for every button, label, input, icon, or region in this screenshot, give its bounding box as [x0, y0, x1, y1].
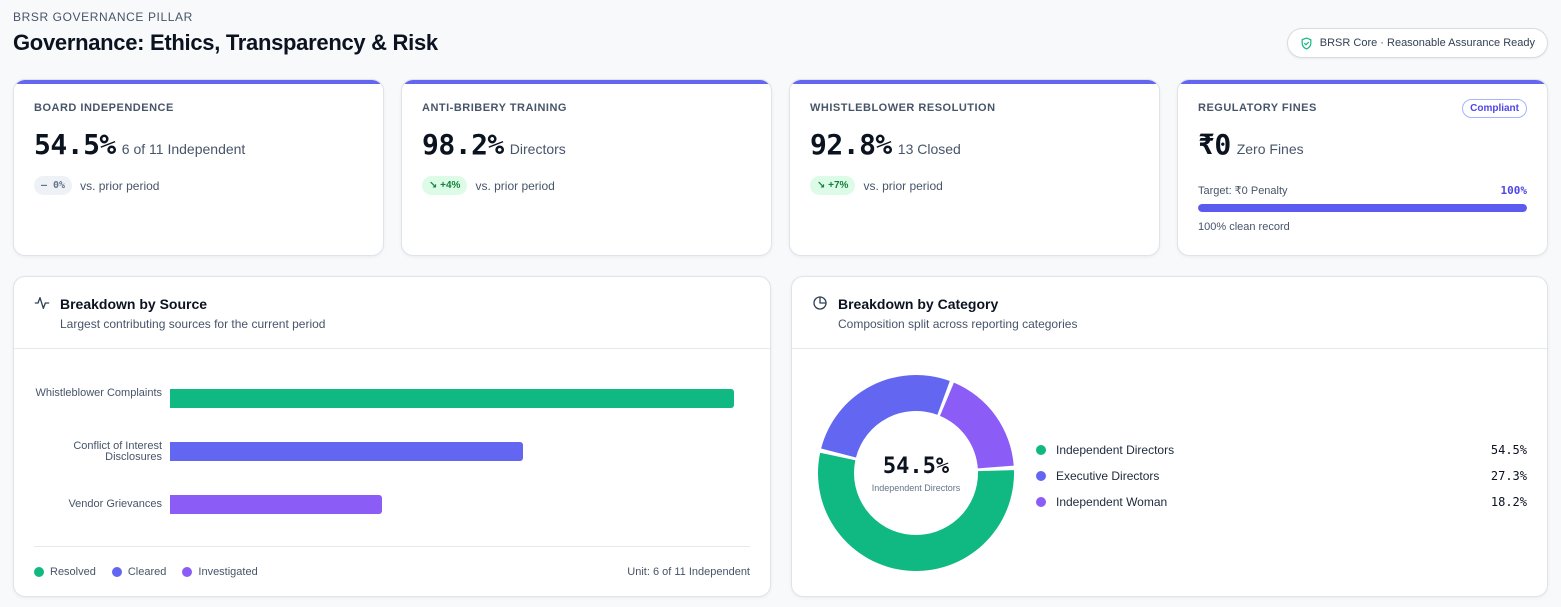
progress-bar: [1198, 204, 1527, 212]
category-value: 27.3%: [1490, 469, 1527, 483]
category-name: Executive Directors: [1056, 469, 1160, 483]
bar[interactable]: [170, 389, 734, 408]
kpi-subtext: Directors: [509, 141, 566, 157]
panel-subtitle: Largest contributing sources for the cur…: [60, 317, 326, 331]
category-legend-row[interactable]: Independent Directors 54.5%: [1036, 437, 1527, 463]
kpi-value: 92.8%: [810, 128, 892, 161]
kpi-label: BOARD INDEPENDENCE: [34, 102, 174, 114]
page-title: Governance: Ethics, Transparency & Risk: [13, 30, 438, 55]
shield-check-icon: [1301, 36, 1312, 50]
category-legend-row[interactable]: Executive Directors 27.3%: [1036, 463, 1527, 489]
category-legend-row[interactable]: Independent Woman 18.2%: [1036, 489, 1527, 515]
delta-caption: vs. prior period: [475, 178, 555, 193]
kpi-label: WHISTLEBLOWER RESOLUTION: [810, 102, 996, 114]
kpi-label: REGULATORY FINES: [1198, 102, 1317, 114]
delta-caption: vs. prior period: [863, 178, 943, 193]
kpi-subtext: Zero Fines: [1236, 141, 1304, 157]
panel-title: Breakdown by Source: [60, 296, 208, 312]
donut-center-value: 54.5%: [882, 453, 950, 479]
legend-dot: [1036, 497, 1046, 507]
kpi-card-board-independence[interactable]: BOARD INDEPENDENCE 54.5% 6 of 11 Indepen…: [13, 79, 384, 256]
panel-header: Breakdown by Category Composition split …: [792, 277, 1547, 349]
donut-slice[interactable]: [821, 375, 950, 458]
unit-label: Unit: 6 of 11 Independent: [627, 565, 750, 578]
category-donut-chart: 54.5% Independent Directors: [816, 373, 1016, 573]
donut-center: 54.5% Independent Directors: [816, 373, 1016, 573]
assurance-badge-label: BRSR Core · Reasonable Assurance Ready: [1319, 37, 1535, 49]
panel-header: Breakdown by Source Largest contributing…: [14, 277, 770, 349]
kpi-card-whistleblower-resolution[interactable]: WHISTLEBLOWER RESOLUTION 92.8% 13 Closed…: [789, 79, 1160, 256]
page-header: BRSR GOVERNANCE PILLAR Governance: Ethic…: [13, 10, 1548, 60]
compliant-badge: Compliant: [1462, 99, 1527, 118]
panel-title: Breakdown by Category: [838, 296, 999, 312]
legend-label: Investigated: [198, 565, 258, 578]
bar-label: Vendor Grievances: [68, 498, 162, 510]
delta-badge: ↘ +7%: [810, 176, 856, 195]
page-eyebrow: BRSR GOVERNANCE PILLAR: [13, 10, 193, 24]
donut-slice[interactable]: [939, 382, 1014, 469]
delta-caption: vs. prior period: [80, 178, 160, 193]
legend-item-resolved[interactable]: Resolved: [34, 566, 96, 578]
kpi-value: ₹0: [1198, 128, 1231, 161]
source-breakdown-panel: Breakdown by Source Largest contributing…: [13, 276, 771, 597]
delta-badge: — 0%: [34, 176, 73, 195]
delta-badge: ↘ +4%: [422, 176, 468, 195]
legend-label: Cleared: [127, 565, 167, 578]
category-value: 54.5%: [1490, 443, 1527, 457]
legend-dot: [34, 566, 44, 577]
donut-svg: [818, 375, 1014, 571]
legend-item-investigated[interactable]: Investigated: [182, 565, 258, 578]
progress-footnote: 100% clean record: [1198, 221, 1290, 233]
panel-subtitle: Composition split across reporting categ…: [838, 317, 1078, 331]
kpi-value: 98.2%: [422, 128, 504, 161]
pie-chart-icon: [813, 296, 827, 310]
kpi-subtext: 13 Closed: [897, 141, 961, 157]
chart-legend: Resolved Cleared Investigated Unit: 6 of…: [34, 546, 750, 596]
kpi-value: 54.5%: [34, 128, 116, 161]
activity-icon: [34, 297, 50, 309]
bar-label: Whistleblower Complaints: [35, 386, 162, 399]
donut-center-caption: Independent Directors: [871, 482, 961, 493]
progress-bar-fill: [1198, 204, 1527, 212]
kpi-card-anti-bribery-training[interactable]: ANTI-BRIBERY TRAINING 98.2% Directors ↘ …: [401, 79, 772, 256]
category-name: Independent Directors: [1056, 443, 1175, 457]
assurance-badge[interactable]: BRSR Core · Reasonable Assurance Ready: [1286, 28, 1548, 58]
category-name: Independent Woman: [1056, 495, 1168, 509]
legend-dot: [1036, 445, 1046, 455]
bar[interactable]: [170, 495, 382, 514]
legend-label: Resolved: [50, 565, 96, 578]
legend-dot: [182, 566, 193, 577]
target-label: Target: ₹0 Penalty: [1198, 185, 1288, 197]
category-legend-list: Independent Directors 54.5% Executive Dire…: [1036, 437, 1527, 515]
category-breakdown-panel: Breakdown by Category Composition split …: [791, 276, 1548, 597]
legend-item-cleared[interactable]: Cleared: [111, 565, 167, 578]
legend-dot: [111, 566, 122, 577]
kpi-label: ANTI-BRIBERY TRAINING: [422, 102, 567, 114]
category-value: 18.2%: [1490, 495, 1527, 509]
kpi-subtext: 6 of 11 Independent: [121, 141, 246, 157]
target-percent: 100%: [1500, 184, 1528, 197]
legend-dot: [1036, 471, 1046, 481]
bar[interactable]: [170, 442, 523, 461]
bar-label: Conflict of Interest Disclosures: [73, 439, 162, 463]
kpi-card-regulatory-fines[interactable]: REGULATORY FINES Compliant ₹0 Zero Fines…: [1177, 79, 1548, 256]
donut-slice[interactable]: [818, 452, 1014, 571]
